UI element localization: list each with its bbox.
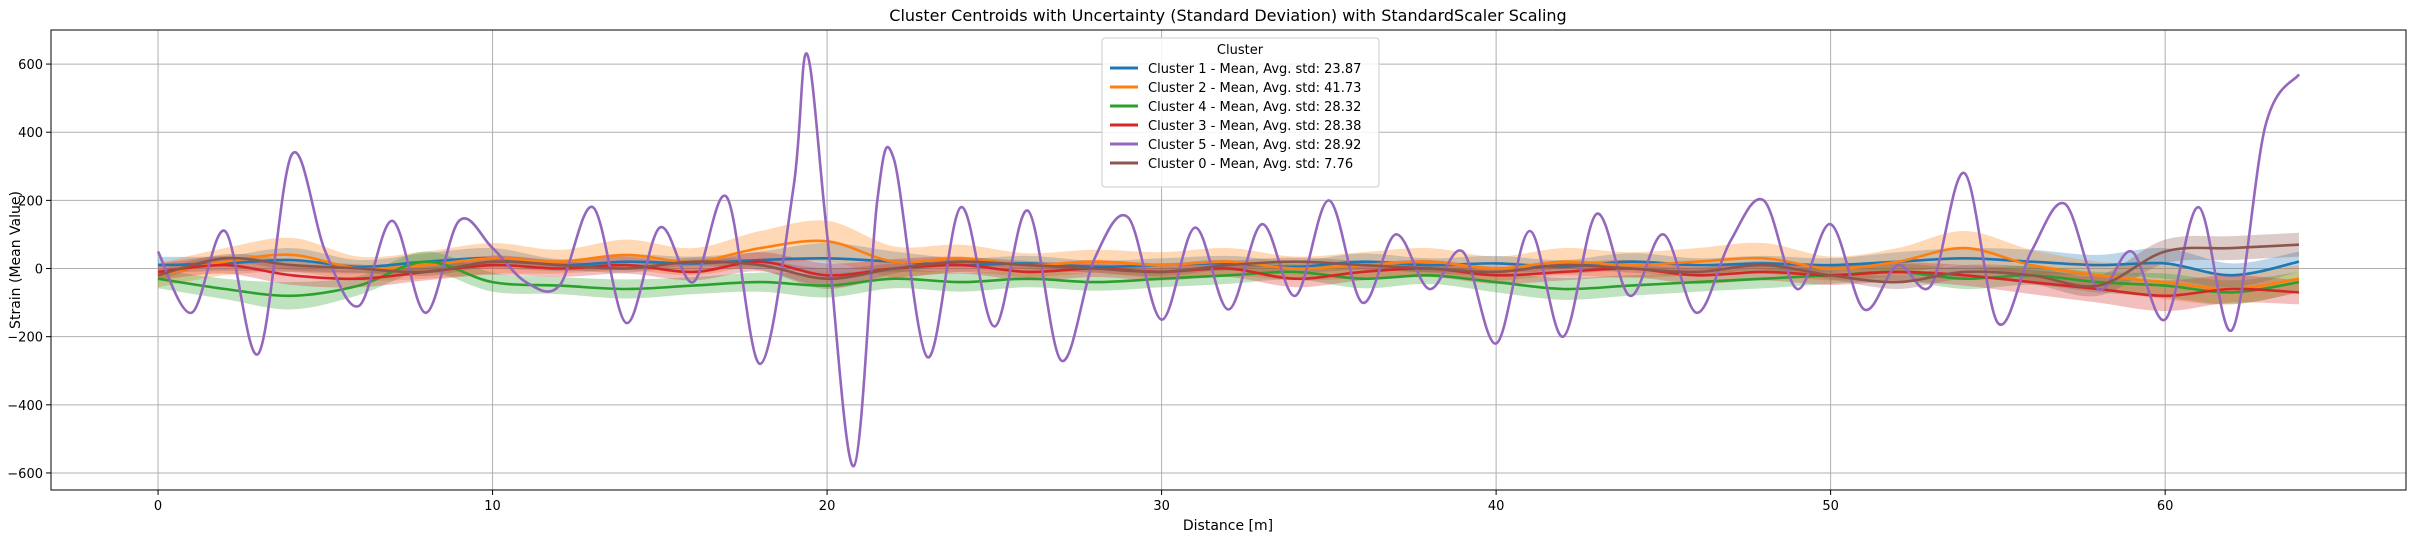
chart-title: Cluster Centroids with Uncertainty (Stan… [889, 6, 1566, 25]
legend-entry: Cluster 1 - Mean, Avg. std: 23.87 [1148, 62, 1361, 77]
y-tick-label: 200 [18, 194, 43, 209]
series-line [156, 52, 2301, 468]
y-tick-label: 400 [18, 126, 43, 141]
y-tick-label: 600 [18, 58, 43, 73]
x-tick-label: 40 [1488, 499, 1505, 514]
legend-entry: Cluster 2 - Mean, Avg. std: 41.73 [1148, 81, 1361, 96]
x-tick-label: 30 [1153, 499, 1170, 514]
x-tick-label: 10 [484, 499, 501, 514]
std-band [158, 252, 2299, 312]
legend: Cluster Cluster 1 - Mean, Avg. std: 23.8… [1101, 37, 1380, 188]
x-axis-label: Distance [m] [1183, 518, 1273, 534]
y-axis-label: Strain (Mean Value) [8, 191, 24, 329]
x-tick-label: 20 [819, 499, 836, 514]
y-tick-label: −400 [7, 399, 43, 414]
x-tick-label: 50 [1822, 499, 1839, 514]
legend-entry: Cluster 0 - Mean, Avg. std: 7.76 [1148, 157, 1353, 172]
legend-entry: Cluster 5 - Mean, Avg. std: 28.92 [1148, 138, 1361, 153]
legend-entry: Cluster 4 - Mean, Avg. std: 28.32 [1148, 100, 1361, 115]
x-tick-label: 0 [154, 499, 162, 514]
x-tick-label: 60 [2157, 499, 2174, 514]
y-tick-label: −600 [7, 467, 43, 482]
std-band [158, 251, 2299, 310]
legend-box [1101, 37, 1380, 188]
legend-entry: Cluster 3 - Mean, Avg. std: 28.38 [1148, 119, 1361, 134]
legend-title: Cluster [1217, 43, 1264, 58]
series-line [157, 243, 2300, 288]
plot-frame [50, 29, 2407, 491]
series-line [157, 260, 2300, 298]
y-tick-label: −200 [7, 331, 43, 346]
y-tick-label: 0 [35, 263, 43, 278]
series-line [157, 239, 2300, 291]
